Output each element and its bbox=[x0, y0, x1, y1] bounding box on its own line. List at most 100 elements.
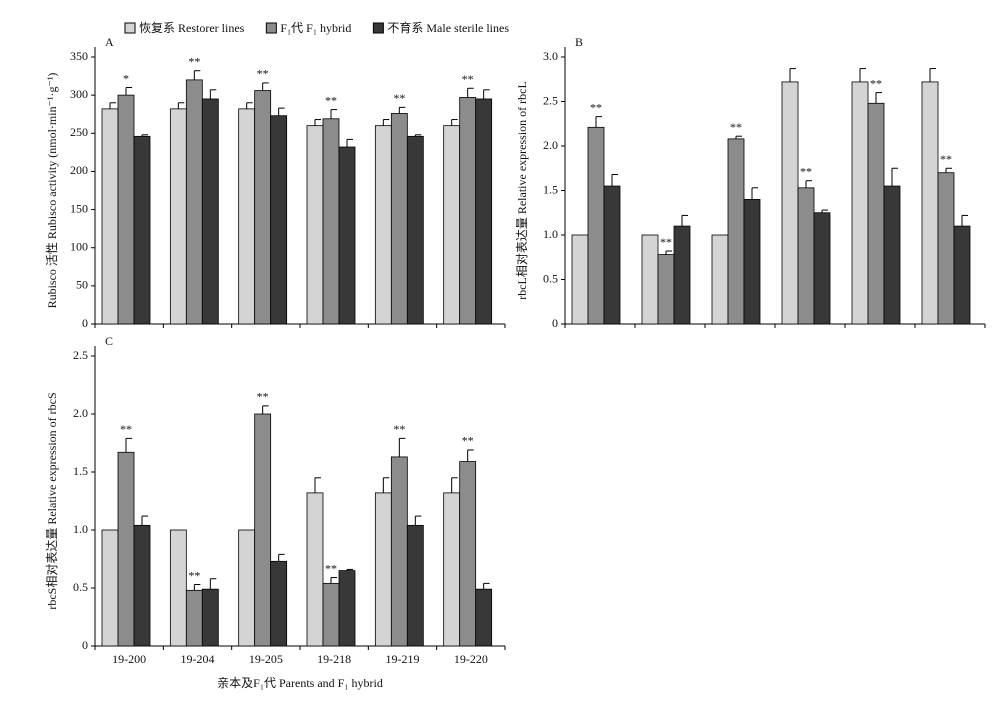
significance: ** bbox=[393, 91, 405, 105]
bar bbox=[443, 125, 461, 325]
bar bbox=[781, 81, 799, 325]
y-tick-label: 0.5 bbox=[73, 580, 88, 594]
bar bbox=[813, 212, 831, 325]
x-tick-label: 19-220 bbox=[454, 652, 488, 666]
bar bbox=[254, 413, 272, 647]
y-tick-label: 0 bbox=[82, 638, 88, 652]
significance: ** bbox=[730, 120, 742, 134]
bar bbox=[657, 254, 675, 325]
y-axis-label: rbcL相对表达量 Relative expression of rbcL bbox=[515, 81, 529, 300]
bar bbox=[322, 582, 340, 647]
bar bbox=[406, 524, 424, 647]
significance: ** bbox=[257, 67, 269, 81]
x-tick-label: 19-219 bbox=[386, 652, 420, 666]
significance: ** bbox=[188, 568, 200, 582]
bar bbox=[306, 125, 324, 325]
bar bbox=[374, 492, 392, 647]
bar bbox=[743, 198, 761, 325]
bar bbox=[201, 588, 219, 647]
bar bbox=[322, 118, 340, 325]
legend-swatch bbox=[124, 22, 136, 34]
bar bbox=[117, 94, 135, 325]
significance: ** bbox=[257, 390, 269, 404]
significance: ** bbox=[940, 152, 952, 166]
bar bbox=[169, 529, 187, 647]
y-tick-label: 3.0 bbox=[543, 49, 558, 63]
bar bbox=[238, 108, 256, 325]
significance: ** bbox=[393, 422, 405, 436]
bar bbox=[185, 79, 203, 325]
y-axis-label: rbcS相对表达量 Relative expression of rbcS bbox=[45, 392, 59, 609]
x-tick-label: 19-200 bbox=[112, 652, 146, 666]
bar bbox=[727, 138, 745, 325]
y-tick-label: 50 bbox=[76, 278, 88, 292]
bar bbox=[867, 102, 885, 325]
bar bbox=[475, 588, 493, 647]
significance: ** bbox=[660, 235, 672, 249]
bar bbox=[953, 225, 971, 325]
significance: ** bbox=[325, 93, 337, 107]
y-tick-label: 1.5 bbox=[543, 182, 558, 196]
y-tick-label: 0 bbox=[82, 316, 88, 330]
significance: ** bbox=[800, 164, 812, 178]
bar bbox=[571, 234, 589, 325]
y-tick-label: 2.0 bbox=[543, 138, 558, 152]
bar bbox=[133, 135, 151, 325]
bar bbox=[306, 492, 324, 647]
bar bbox=[711, 234, 729, 325]
y-tick-label: 0 bbox=[552, 316, 558, 330]
bar bbox=[374, 125, 392, 325]
y-tick-label: 2.0 bbox=[73, 406, 88, 420]
bar bbox=[185, 589, 203, 647]
y-tick-label: 150 bbox=[70, 201, 88, 215]
bar bbox=[797, 187, 815, 325]
bar bbox=[270, 115, 288, 325]
bar bbox=[459, 461, 477, 647]
bar bbox=[169, 108, 187, 325]
bar bbox=[459, 97, 477, 325]
bar bbox=[603, 185, 621, 325]
panel-label: B bbox=[575, 35, 583, 49]
bar bbox=[641, 234, 659, 325]
y-tick-label: 300 bbox=[70, 87, 88, 101]
bar bbox=[851, 81, 869, 325]
y-tick-label: 0.5 bbox=[543, 271, 558, 285]
legend-swatch bbox=[372, 22, 384, 34]
legend-label: 不育系 Male sterile lines bbox=[387, 20, 509, 35]
significance: ** bbox=[462, 434, 474, 448]
y-axis-label: Rubisco 活性 Rubisco activity (nmol·min⁻¹·… bbox=[45, 73, 59, 309]
y-tick-label: 250 bbox=[70, 125, 88, 139]
legend-label: F₁代 F₁ hybrid bbox=[280, 21, 351, 35]
y-tick-label: 1.0 bbox=[543, 227, 558, 241]
bar bbox=[390, 456, 408, 647]
significance: ** bbox=[188, 54, 200, 68]
significance: * bbox=[123, 71, 129, 85]
significance: ** bbox=[120, 422, 132, 436]
bar bbox=[101, 529, 119, 647]
x-axis-label: 亲本及F₁代 Parents and F₁ hybrid bbox=[217, 676, 383, 690]
panel-label: A bbox=[105, 35, 114, 49]
bar bbox=[270, 560, 288, 647]
bar bbox=[937, 172, 955, 325]
x-tick-label: 19-205 bbox=[249, 652, 283, 666]
bar bbox=[673, 225, 691, 325]
significance: ** bbox=[590, 100, 602, 114]
bar bbox=[201, 98, 219, 325]
y-tick-label: 200 bbox=[70, 163, 88, 177]
legend-label: 恢复系 Restorer lines bbox=[139, 21, 245, 35]
bar bbox=[883, 185, 901, 325]
bar bbox=[390, 113, 408, 325]
significance: ** bbox=[870, 76, 882, 90]
bar bbox=[101, 108, 119, 325]
significance: ** bbox=[462, 72, 474, 86]
legend-swatch bbox=[265, 22, 277, 34]
x-tick-label: 19-204 bbox=[181, 652, 215, 666]
panel-label: C bbox=[105, 334, 113, 348]
y-tick-label: 100 bbox=[70, 239, 88, 253]
bar bbox=[443, 492, 461, 647]
bar bbox=[133, 524, 151, 647]
bar bbox=[338, 570, 356, 647]
y-tick-label: 2.5 bbox=[543, 93, 558, 107]
y-tick-label: 1.5 bbox=[73, 464, 88, 478]
